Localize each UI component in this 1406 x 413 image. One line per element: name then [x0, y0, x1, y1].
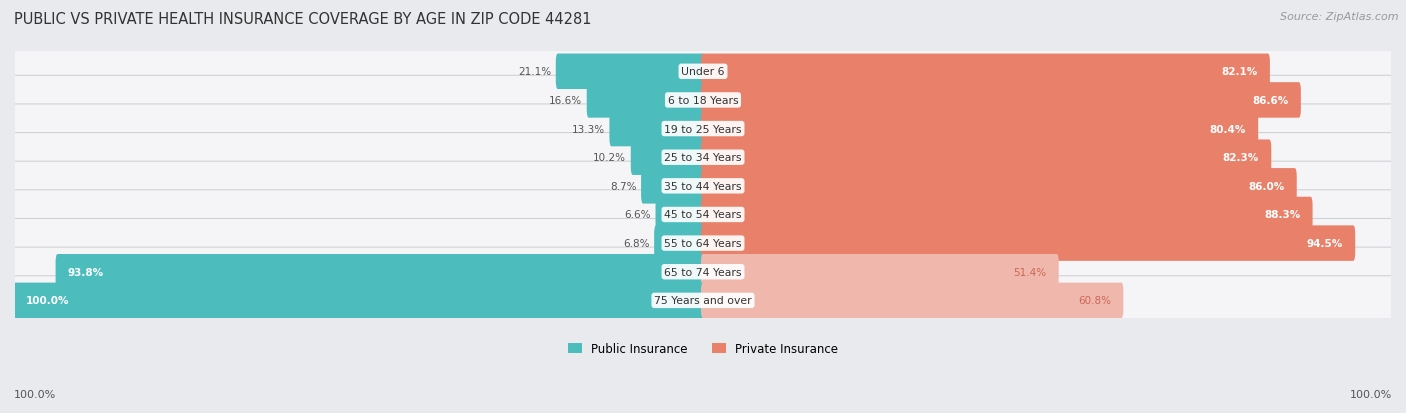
Text: 21.1%: 21.1%: [517, 67, 551, 77]
Text: 6.8%: 6.8%: [623, 239, 650, 249]
Text: 65 to 74 Years: 65 to 74 Years: [664, 267, 742, 277]
FancyBboxPatch shape: [702, 83, 1301, 119]
Text: 13.3%: 13.3%: [571, 124, 605, 134]
Text: 6 to 18 Years: 6 to 18 Years: [668, 96, 738, 106]
Text: 6.6%: 6.6%: [624, 210, 651, 220]
FancyBboxPatch shape: [586, 83, 704, 119]
Text: 51.4%: 51.4%: [1014, 267, 1046, 277]
FancyBboxPatch shape: [56, 254, 704, 290]
Text: 10.2%: 10.2%: [593, 153, 626, 163]
Text: 86.0%: 86.0%: [1249, 181, 1284, 191]
Text: 82.3%: 82.3%: [1223, 153, 1258, 163]
Text: Source: ZipAtlas.com: Source: ZipAtlas.com: [1281, 12, 1399, 22]
FancyBboxPatch shape: [11, 219, 1395, 268]
FancyBboxPatch shape: [11, 276, 1395, 325]
FancyBboxPatch shape: [555, 55, 704, 90]
FancyBboxPatch shape: [702, 254, 1059, 290]
FancyBboxPatch shape: [11, 162, 1395, 211]
FancyBboxPatch shape: [11, 47, 1395, 97]
Text: Under 6: Under 6: [682, 67, 724, 77]
Text: 100.0%: 100.0%: [14, 389, 56, 399]
FancyBboxPatch shape: [11, 247, 1395, 297]
Text: 19 to 25 Years: 19 to 25 Years: [664, 124, 742, 134]
Text: 25 to 34 Years: 25 to 34 Years: [664, 153, 742, 163]
FancyBboxPatch shape: [11, 133, 1395, 183]
Text: 60.8%: 60.8%: [1078, 296, 1111, 306]
Legend: Public Insurance, Private Insurance: Public Insurance, Private Insurance: [564, 337, 842, 360]
FancyBboxPatch shape: [609, 112, 704, 147]
FancyBboxPatch shape: [13, 283, 704, 318]
FancyBboxPatch shape: [11, 76, 1395, 125]
Text: 55 to 64 Years: 55 to 64 Years: [664, 239, 742, 249]
Text: 86.6%: 86.6%: [1253, 96, 1288, 106]
Text: 16.6%: 16.6%: [548, 96, 582, 106]
Text: 88.3%: 88.3%: [1264, 210, 1301, 220]
FancyBboxPatch shape: [702, 283, 1123, 318]
Text: PUBLIC VS PRIVATE HEALTH INSURANCE COVERAGE BY AGE IN ZIP CODE 44281: PUBLIC VS PRIVATE HEALTH INSURANCE COVER…: [14, 12, 592, 27]
Text: 100.0%: 100.0%: [1350, 389, 1392, 399]
FancyBboxPatch shape: [702, 169, 1296, 204]
FancyBboxPatch shape: [11, 104, 1395, 154]
Text: 45 to 54 Years: 45 to 54 Years: [664, 210, 742, 220]
Text: 75 Years and over: 75 Years and over: [654, 296, 752, 306]
FancyBboxPatch shape: [702, 140, 1271, 176]
Text: 100.0%: 100.0%: [25, 296, 69, 306]
FancyBboxPatch shape: [702, 197, 1313, 233]
Text: 35 to 44 Years: 35 to 44 Years: [664, 181, 742, 191]
FancyBboxPatch shape: [702, 226, 1355, 261]
FancyBboxPatch shape: [702, 112, 1258, 147]
Text: 82.1%: 82.1%: [1222, 67, 1257, 77]
FancyBboxPatch shape: [702, 55, 1270, 90]
Text: 93.8%: 93.8%: [67, 267, 104, 277]
Text: 94.5%: 94.5%: [1306, 239, 1343, 249]
FancyBboxPatch shape: [631, 140, 704, 176]
FancyBboxPatch shape: [11, 190, 1395, 240]
Text: 80.4%: 80.4%: [1209, 124, 1246, 134]
Text: 8.7%: 8.7%: [610, 181, 637, 191]
FancyBboxPatch shape: [655, 197, 704, 233]
FancyBboxPatch shape: [641, 169, 704, 204]
FancyBboxPatch shape: [654, 226, 704, 261]
